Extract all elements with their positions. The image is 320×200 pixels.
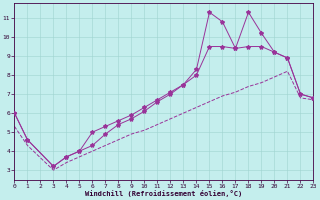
X-axis label: Windchill (Refroidissement éolien,°C): Windchill (Refroidissement éolien,°C)	[85, 190, 243, 197]
